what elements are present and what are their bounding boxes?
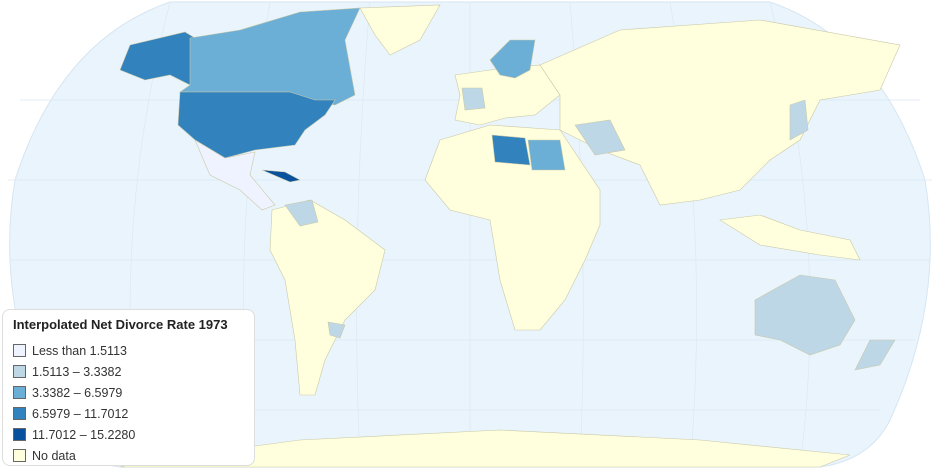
legend-item[interactable]: 11.7012 – 15.2280 [9, 424, 248, 445]
region-south-america[interactable] [269, 199, 386, 396]
legend-title: Interpolated Net Divorce Rate 1973 [13, 317, 228, 332]
region-new-zealand[interactable] [854, 339, 896, 371]
legend-label: Less than 1.5113 [32, 343, 127, 358]
legend-item[interactable]: No data [9, 445, 248, 466]
region-greenland[interactable] [359, 4, 441, 56]
region-alaska[interactable] [119, 31, 196, 86]
legend-swatch [13, 407, 26, 420]
region-france[interactable] [461, 87, 486, 111]
legend-swatch [13, 344, 26, 357]
legend-label: 6.5979 – 11.7012 [32, 406, 129, 421]
region-japan[interactable] [789, 99, 809, 141]
region-iran[interactable] [574, 119, 626, 156]
legend-swatch [13, 428, 26, 441]
region-venezuela[interactable] [284, 199, 319, 227]
legend-label: 1.5113 – 3.3382 [32, 364, 122, 379]
region-mexico-central-america[interactable] [194, 139, 276, 211]
legend-label: 11.7012 – 15.2280 [32, 427, 136, 442]
region-usa[interactable] [177, 91, 336, 159]
region-africa[interactable] [424, 124, 601, 331]
region-asia[interactable] [539, 19, 901, 206]
legend-label: 3.3382 – 6.5979 [32, 385, 123, 400]
legend-item[interactable]: 3.3382 – 6.5979 [9, 382, 248, 403]
region-scandinavia[interactable] [489, 39, 536, 79]
region-antarctica[interactable] [119, 429, 851, 468]
legend-item[interactable]: 6.5979 – 11.7012 [9, 403, 248, 424]
region-canada[interactable] [179, 7, 361, 106]
region-libya[interactable] [491, 134, 531, 166]
legend-item[interactable]: 1.5113 – 3.3382 [9, 361, 248, 382]
legend-swatch [13, 449, 26, 462]
region-cuba[interactable] [261, 169, 301, 183]
region-southeast-asia-islands[interactable] [719, 214, 861, 261]
region-uruguay[interactable] [327, 321, 346, 339]
legend: Interpolated Net Divorce Rate 1973 Less … [2, 309, 255, 466]
legend-label: No data [32, 448, 76, 463]
region-australia[interactable] [754, 274, 856, 356]
legend-item[interactable]: Less than 1.5113 [9, 340, 248, 361]
legend-swatch [13, 365, 26, 378]
region-egypt[interactable] [527, 139, 566, 171]
legend-swatch [13, 386, 26, 399]
